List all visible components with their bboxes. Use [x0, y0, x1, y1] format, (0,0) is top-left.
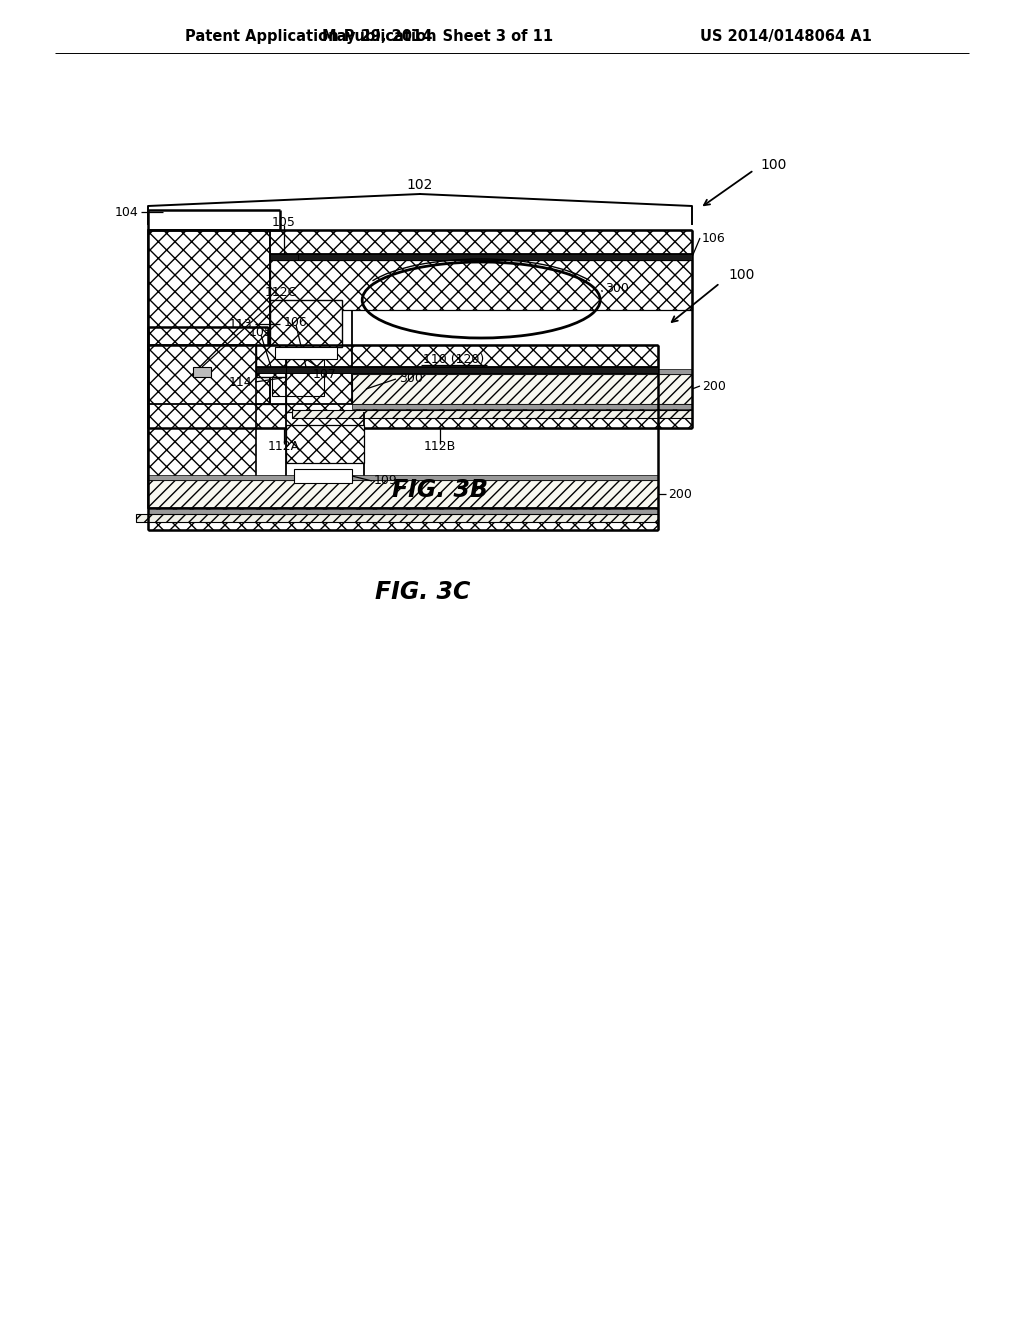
Text: 106: 106: [702, 231, 726, 244]
Bar: [352, 370, 692, 374]
Bar: [148, 230, 692, 253]
Text: 102: 102: [407, 178, 433, 191]
Bar: [298, 253, 692, 260]
Text: Patent Application Publication: Patent Application Publication: [185, 29, 436, 45]
Text: May 29, 2014  Sheet 3 of 11: May 29, 2014 Sheet 3 of 11: [323, 29, 554, 45]
Text: 112A: 112A: [268, 440, 300, 453]
Bar: [193, 367, 211, 378]
Text: 109: 109: [374, 474, 397, 487]
Text: 100: 100: [760, 158, 786, 172]
Bar: [270, 253, 298, 260]
Text: FIG. 3B: FIG. 3B: [392, 478, 488, 502]
Bar: [148, 345, 256, 508]
Text: 300: 300: [399, 372, 423, 385]
Bar: [148, 510, 658, 513]
Text: 200: 200: [668, 487, 692, 500]
Bar: [148, 475, 658, 480]
Bar: [292, 411, 692, 418]
Bar: [270, 300, 342, 347]
Bar: [364, 367, 658, 412]
Bar: [352, 374, 692, 404]
Bar: [272, 359, 324, 396]
Bar: [148, 508, 658, 531]
Text: FIG. 3C: FIG. 3C: [376, 579, 471, 605]
Text: 112C: 112C: [265, 286, 297, 300]
Bar: [148, 404, 692, 428]
Text: 106: 106: [284, 317, 308, 330]
Text: 200: 200: [702, 380, 726, 392]
Text: 113: 113: [228, 318, 252, 330]
Bar: [352, 404, 692, 409]
Bar: [286, 425, 364, 463]
Bar: [294, 469, 352, 483]
Text: 300: 300: [605, 281, 629, 294]
Bar: [256, 345, 286, 378]
Text: US 2014/0148064 A1: US 2014/0148064 A1: [700, 29, 871, 45]
Bar: [136, 513, 658, 521]
Text: 110 (120): 110 (120): [423, 352, 484, 366]
Text: 107: 107: [313, 367, 337, 380]
Bar: [286, 367, 658, 374]
Bar: [352, 380, 692, 404]
Bar: [148, 345, 658, 367]
Text: 104: 104: [115, 206, 138, 219]
Text: 100: 100: [728, 268, 755, 282]
Bar: [148, 480, 658, 508]
Bar: [275, 347, 337, 359]
Bar: [256, 367, 286, 374]
Bar: [148, 230, 270, 404]
Bar: [286, 367, 364, 412]
Text: 105: 105: [249, 326, 273, 339]
Text: 114: 114: [228, 375, 252, 388]
Bar: [270, 260, 692, 310]
Text: 105: 105: [272, 215, 296, 228]
Text: 112B: 112B: [424, 440, 456, 453]
